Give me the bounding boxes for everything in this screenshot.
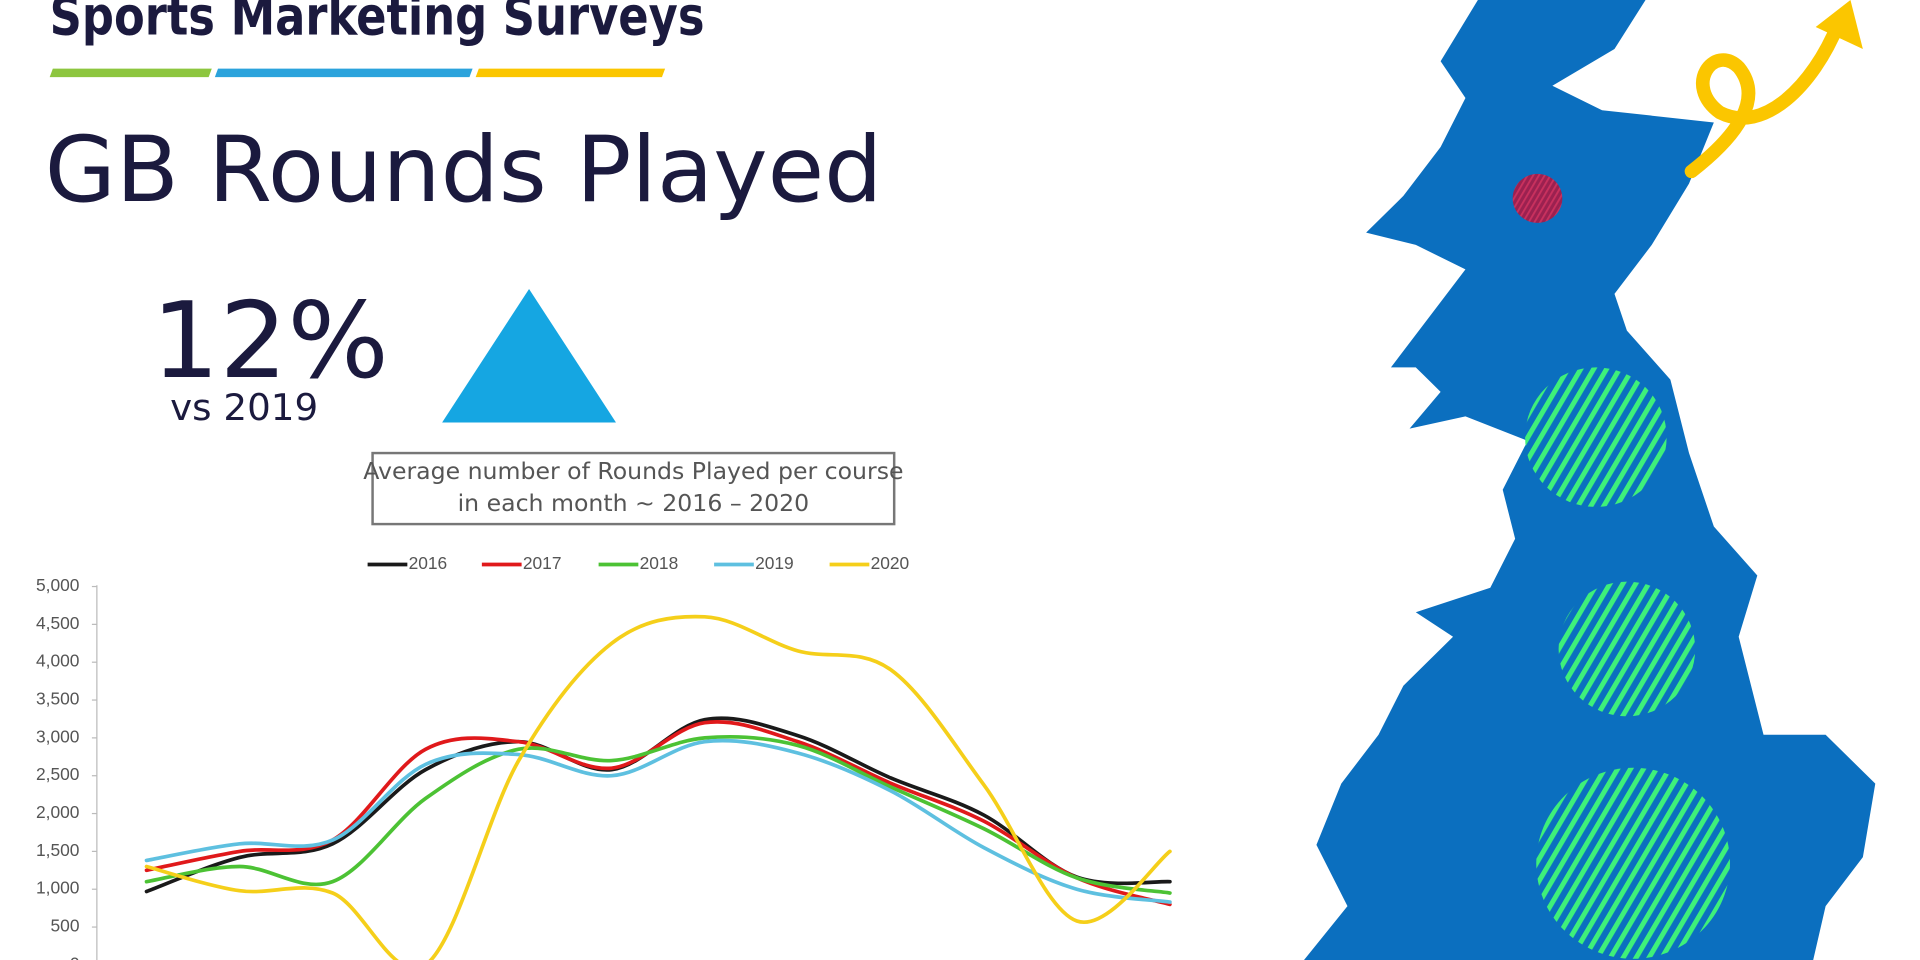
- line: [144, 614, 1172, 960]
- stat: 12%: [152, 281, 389, 403]
- legend-label: 2019: [755, 553, 794, 573]
- y-tick-label: 3,500: [36, 689, 79, 709]
- map-marker: [1525, 367, 1667, 507]
- comparison: vs 2019: [170, 386, 318, 429]
- y-tick-label: 500: [50, 916, 79, 936]
- brand-bar: [214, 68, 473, 78]
- chart-subtitle: in each month ~ 2016 – 2020: [458, 489, 810, 517]
- legend-label: 2020: [871, 553, 910, 573]
- arrow: [1684, 17, 1845, 179]
- y-tick-label: 2,000: [36, 802, 79, 822]
- y-tick-label: 4,500: [36, 613, 79, 633]
- up-triangle: [442, 288, 616, 423]
- y-tick-label: 4,000: [36, 651, 79, 671]
- chart-title-box: [371, 451, 896, 526]
- brand-bar: [49, 68, 212, 78]
- line: [144, 738, 1172, 904]
- legend-label: 2017: [523, 553, 562, 573]
- arrow-head: [1815, 0, 1863, 49]
- legend-label: 2016: [409, 553, 448, 573]
- map-marker: [1536, 767, 1730, 959]
- brand-bar: [475, 68, 666, 78]
- slide-title: GB Rounds Played: [45, 116, 883, 222]
- y-tick-label: 0: [70, 954, 80, 960]
- map-marker: [1558, 581, 1696, 717]
- y-tick-label: 2,500: [36, 764, 79, 784]
- y-tick-label: 3,000: [36, 727, 79, 747]
- chart-title: Average number of Rounds Played per cour…: [363, 457, 903, 485]
- y-tick-label: 1,500: [36, 840, 79, 860]
- y-tick-label: 5,000: [36, 575, 79, 595]
- legend-label: 2018: [640, 553, 679, 573]
- brand: Sports Marketing Surveys: [50, 0, 705, 47]
- line: [144, 735, 1172, 895]
- y-tick-label: 1,000: [36, 878, 79, 898]
- map-marker: [1512, 173, 1563, 223]
